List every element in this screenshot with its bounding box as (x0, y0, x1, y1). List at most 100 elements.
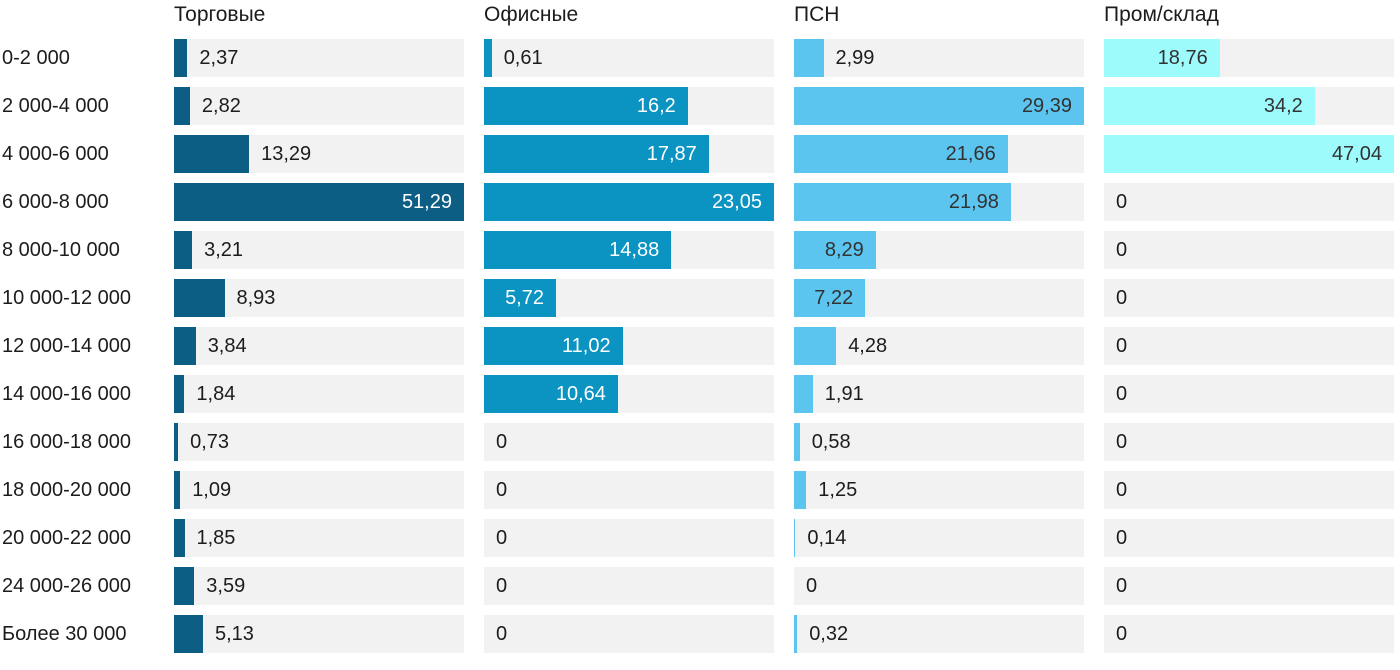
bar-value-label: 0,14 (807, 527, 847, 549)
bar-value-label: 3,21 (204, 239, 244, 261)
bar-value-label: 3,59 (206, 575, 246, 597)
bar-value-label: 34,2 (1263, 95, 1303, 117)
bar-track: 1,09 (174, 471, 464, 509)
bar-value-label: 13,29 (261, 143, 312, 165)
bar-value-label: 5,72 (505, 287, 544, 309)
bar-track: 0 (1104, 183, 1394, 221)
bar (794, 135, 1008, 173)
bar-track: 0,73 (174, 423, 464, 461)
bar-track: 0 (484, 567, 774, 605)
bar (794, 615, 798, 653)
bar-track: 1,84 (174, 375, 464, 413)
bar-track: 10,64 (484, 375, 774, 413)
bar-track: 0 (1104, 519, 1394, 557)
row-label: 20 000-22 000 (2, 526, 132, 549)
bar (484, 279, 556, 317)
bar-value-label: 2,37 (199, 47, 239, 69)
bar (794, 231, 876, 269)
bar-value-label: 0 (1116, 335, 1128, 357)
bar-value-label: 7,22 (814, 287, 854, 309)
bar-value-label: 29,39 (1021, 95, 1072, 117)
bar (174, 327, 196, 365)
bar-track: 16,2 (484, 87, 774, 125)
bar-track: 0 (484, 471, 774, 509)
bar (174, 375, 185, 413)
bar-value-label: 1,25 (818, 479, 858, 501)
bar-track: 0 (484, 615, 774, 653)
bar-track: 3,84 (174, 327, 464, 365)
bar-value-label: 51,29 (401, 191, 452, 213)
bar-value-label: 0 (1116, 479, 1128, 501)
row-label: 12 000-14 000 (2, 334, 132, 357)
bar-track: 0,58 (794, 423, 1084, 461)
bar-track: 0 (1104, 279, 1394, 317)
bar-value-label: 21,98 (948, 191, 999, 213)
bar-track: 23,05 (484, 183, 774, 221)
bar-track: 1,91 (794, 375, 1084, 413)
chart-row: 6 000-8 000 51,29 23,05 21,98 0 (0, 183, 1394, 221)
bar-value-label: 4,28 (848, 335, 888, 357)
bar-value-label: 14,88 (609, 239, 660, 261)
row-label: 14 000-16 000 (2, 382, 132, 405)
bar-track: 2,82 (174, 87, 464, 125)
bar-track: 0 (1104, 231, 1394, 269)
bar-value-label: 0 (1116, 575, 1128, 597)
bar (794, 87, 1084, 125)
chart-row: 18 000-20 000 1,09 0 1,25 0 (0, 471, 1394, 509)
bar-value-label: 5,13 (215, 623, 254, 645)
bar-value-label: 0 (496, 527, 508, 549)
bar-track: 14,88 (484, 231, 774, 269)
bar (174, 423, 179, 461)
bar-track: 5,72 (484, 279, 774, 317)
bar-value-label: 8,29 (824, 239, 864, 261)
bar (174, 519, 185, 557)
row-label: 10 000-12 000 (2, 286, 132, 309)
bar (174, 231, 193, 269)
bar-value-label: 2,99 (835, 47, 875, 69)
bar (174, 615, 203, 653)
bar (484, 231, 672, 269)
bar (794, 39, 824, 77)
chart-row: 0-2 000 2,37 0,61 2,99 18,76 (0, 39, 1394, 77)
chart-row: 10 000-12 000 8,93 5,72 7,22 0 (0, 279, 1394, 317)
bar-track: 3,59 (174, 567, 464, 605)
bar-track: 2,37 (174, 39, 464, 77)
bar-value-label: 1,91 (824, 383, 864, 405)
row-label: 8 000-10 000 (2, 238, 120, 261)
bar-value-label: 1,84 (196, 383, 236, 405)
column-header-2: Офисные (484, 2, 579, 26)
bar-track: 2,99 (794, 39, 1084, 77)
bar-value-label: 1,09 (192, 479, 232, 501)
bar-value-label: 10,64 (555, 383, 606, 405)
bar (794, 519, 796, 557)
bar-value-label: 11,02 (562, 335, 611, 357)
bar-track: 7,22 (794, 279, 1084, 317)
bar (484, 183, 774, 221)
bar (174, 87, 190, 125)
bar-value-label: 0,73 (190, 431, 230, 453)
bar-track: 0 (484, 423, 774, 461)
bar-value-label: 0 (1116, 191, 1128, 213)
bar-value-label: 3,84 (207, 335, 247, 357)
bar-value-label: 0,58 (811, 431, 851, 453)
bar-value-label: 1,85 (196, 527, 236, 549)
bar (484, 135, 709, 173)
bar-value-label: 16,2 (636, 95, 676, 117)
bar-track: 5,13 (174, 615, 464, 653)
bar-value-label: 0 (806, 575, 818, 597)
bar-value-label: 17,87 (646, 143, 697, 165)
row-label: 2 000-4 000 (2, 94, 109, 117)
bar-track: 18,76 (1104, 39, 1394, 77)
bar-track: 51,29 (174, 183, 464, 221)
chart-row: 14 000-16 000 1,84 10,64 1,91 0 (0, 375, 1394, 413)
row-label: 6 000-8 000 (2, 190, 109, 213)
bar-track: 11,02 (484, 327, 774, 365)
bar (1104, 87, 1315, 125)
row-label: 4 000-6 000 (2, 142, 109, 165)
bar-track: 0 (1104, 327, 1394, 365)
bar-value-label: 47,04 (1331, 143, 1382, 165)
bar-track: 29,39 (794, 87, 1084, 125)
bar-track: 0,61 (484, 39, 774, 77)
bar (794, 327, 837, 365)
